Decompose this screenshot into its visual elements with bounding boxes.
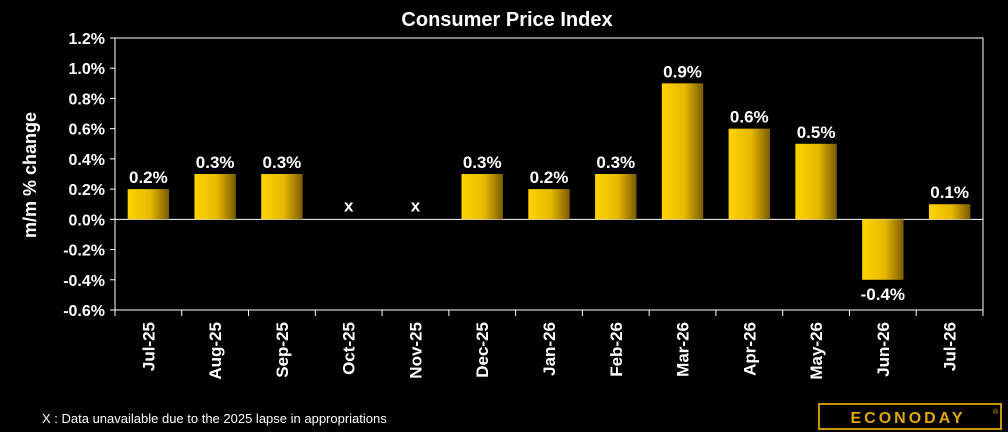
- bar: [728, 128, 771, 220]
- data-label: 0.3%: [263, 153, 302, 172]
- y-tick-label: 1.2%: [69, 31, 105, 48]
- x-tick-label: Jul-26: [941, 322, 960, 371]
- bar: [661, 83, 704, 220]
- x-tick-label: Mar-26: [674, 322, 693, 377]
- logo-text: ECONODAY: [851, 410, 966, 427]
- y-tick-label: -0.6%: [63, 303, 105, 320]
- bar: [795, 143, 837, 220]
- x-tick-label: Apr-26: [740, 322, 759, 376]
- data-label: 0.2%: [129, 168, 168, 187]
- x-tick-label: Jan-26: [540, 322, 559, 376]
- data-label: -0.4%: [861, 285, 905, 304]
- econoday-logo: ECONODAY ®: [818, 403, 1002, 430]
- data-label: 0.2%: [530, 168, 569, 187]
- y-axis-label: m/m % change: [20, 112, 40, 238]
- y-tick-label: -0.2%: [63, 243, 105, 260]
- data-label: 0.1%: [930, 183, 969, 202]
- data-label: 0.5%: [797, 123, 836, 142]
- data-label: 0.3%: [196, 153, 235, 172]
- registered-mark-icon: ®: [993, 408, 999, 416]
- x-tick-label: May-26: [807, 322, 826, 380]
- x-tick-label: Jun-26: [874, 322, 893, 377]
- y-tick-label: 0.2%: [69, 182, 105, 199]
- data-label: 0.9%: [663, 62, 702, 81]
- bar: [928, 204, 971, 220]
- x-tick-label: Aug-25: [206, 322, 225, 380]
- x-tick-label: Sep-25: [273, 322, 292, 378]
- x-tick-label: Feb-26: [607, 322, 626, 377]
- bar: [461, 174, 503, 220]
- data-labels: 0.2% 0.3% 0.3% x x 0.3% 0.2% 0.3% 0.9% 0.6% 0.5% -0…: [129, 62, 969, 303]
- x-tick-label: Nov-25: [406, 322, 425, 379]
- bar: [194, 174, 236, 220]
- y-tick-label: -0.4%: [63, 273, 105, 290]
- y-tick-label: 0.0%: [69, 212, 105, 229]
- y-tick-label: 0.8%: [69, 91, 105, 108]
- y-axis: 1.2% 1.0% 0.8% 0.6% 0.4% 0.2% 0.0% -0.2% -0.4% -0…: [63, 31, 116, 320]
- bar: [862, 219, 904, 280]
- data-label-unavailable: x: [344, 196, 354, 215]
- y-tick-label: 1.0%: [69, 61, 105, 78]
- bar: [261, 174, 303, 220]
- x-tick-label: Oct-25: [340, 322, 359, 375]
- data-label-unavailable: x: [411, 196, 421, 215]
- bars: [127, 83, 971, 280]
- data-label: 0.3%: [596, 153, 635, 172]
- data-label: 0.3%: [463, 153, 502, 172]
- bar: [127, 189, 170, 220]
- bar: [528, 189, 570, 220]
- x-tick-label: Jul-25: [139, 322, 158, 371]
- y-tick-label: 0.6%: [69, 122, 105, 139]
- footnote: X : Data unavailable due to the 2025 lap…: [42, 411, 387, 426]
- bar: [595, 174, 637, 220]
- chart-title: Consumer Price Index: [401, 9, 612, 31]
- y-tick-label: 0.4%: [69, 152, 105, 169]
- data-label: 0.6%: [730, 108, 769, 127]
- x-axis: Jul-25 Aug-25 Sep-25 Oct-25 Nov-25 Dec-25 Jan-…: [114, 218, 984, 380]
- x-tick-label: Dec-25: [473, 322, 492, 378]
